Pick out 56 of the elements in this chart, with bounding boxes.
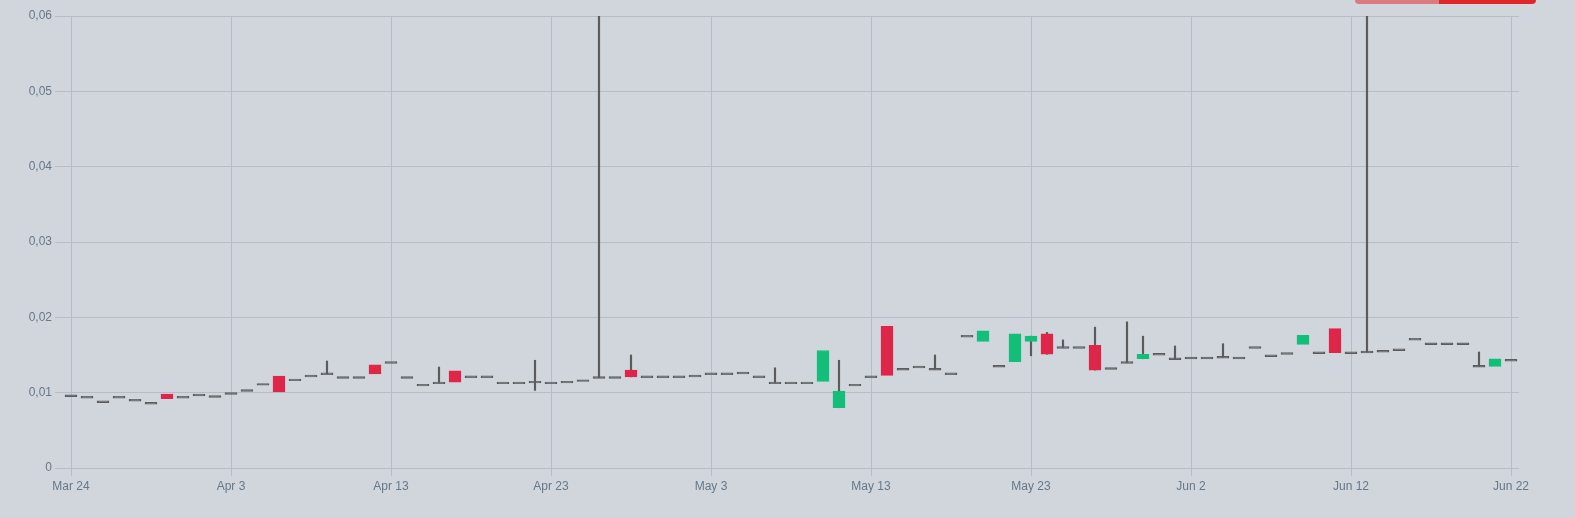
candlestick <box>1104 367 1118 370</box>
y-tick-label: 0,01 <box>28 384 53 399</box>
candlestick <box>128 398 142 402</box>
candlestick <box>1072 346 1086 349</box>
candlestick <box>1152 353 1166 356</box>
candlestick <box>1344 351 1358 354</box>
candlestick <box>1504 359 1518 362</box>
x-tick-label: Jun 12 <box>1332 478 1370 493</box>
candlestick <box>576 379 590 382</box>
candlestick <box>1008 333 1022 363</box>
candlestick <box>400 376 414 379</box>
candlestick <box>896 368 910 371</box>
x-tick-label: May 23 <box>1011 478 1051 493</box>
x-tick-label: May 13 <box>851 478 891 493</box>
candlestick <box>1392 348 1406 351</box>
candlestick <box>336 376 350 379</box>
candlestick <box>112 395 126 399</box>
candlestick <box>608 376 622 379</box>
candlestick <box>1376 350 1390 353</box>
candlestick <box>1280 352 1294 355</box>
candlestick <box>80 395 94 399</box>
candlestick <box>1408 337 1422 341</box>
x-tick-label: Mar 24 <box>52 478 90 493</box>
candlestick <box>992 365 1006 368</box>
candlestick <box>256 383 270 386</box>
candlestick <box>1488 358 1502 367</box>
candlestick <box>384 361 398 364</box>
y-tick-label: 0 <box>45 460 53 475</box>
x-tick-label: May 3 <box>694 478 728 493</box>
x-tick-label: Jun 22 <box>1492 478 1530 493</box>
x-tick-label: Apr 13 <box>373 478 409 493</box>
y-tick-label: 0,06 <box>28 8 53 23</box>
candlestick <box>1248 346 1262 349</box>
candlestick <box>208 395 222 398</box>
x-tick-label: Apr 23 <box>533 478 569 493</box>
candlestick <box>880 326 894 376</box>
candlestick <box>1456 342 1470 345</box>
candlestick <box>1440 342 1454 345</box>
y-tick-label: 0,02 <box>28 309 53 324</box>
candlestick <box>176 395 190 399</box>
candlestick <box>816 350 830 382</box>
candlestick <box>240 389 254 392</box>
x-tick-label: Apr 3 <box>216 478 246 493</box>
candlestick <box>1424 342 1438 345</box>
candlestick <box>352 376 366 379</box>
y-tick-label: 0,04 <box>28 158 53 173</box>
candlestick <box>1312 351 1326 354</box>
x-tick-label: Jun 2 <box>1176 478 1206 493</box>
candlestick <box>144 401 158 405</box>
candlestick <box>592 16 606 379</box>
candlestick <box>224 392 238 395</box>
candlestick <box>96 400 110 403</box>
candlestick <box>1328 328 1342 354</box>
candlestick <box>1264 354 1278 357</box>
y-tick-label: 0,05 <box>28 83 53 98</box>
y-tick-label: 0,03 <box>28 234 53 249</box>
